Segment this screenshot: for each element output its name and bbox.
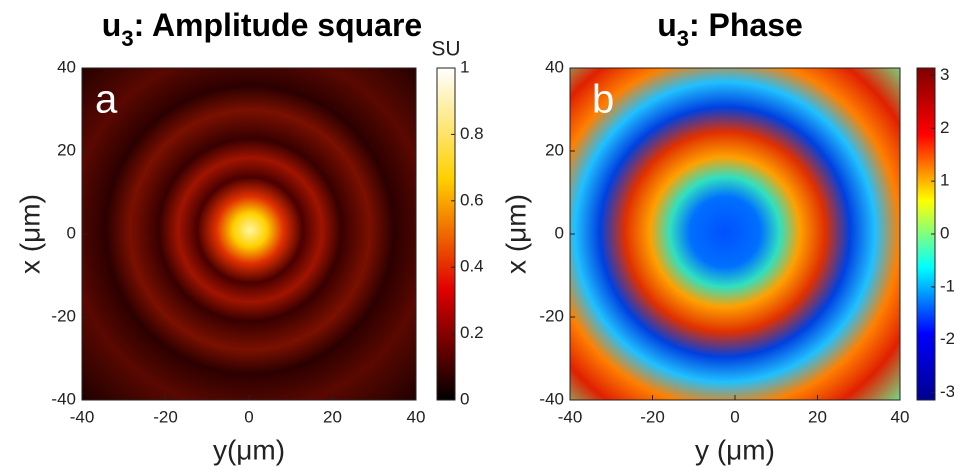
title-subscript: 3 bbox=[121, 26, 133, 51]
colorbar-tick-label: -2 bbox=[940, 329, 954, 348]
title-base: u bbox=[657, 7, 677, 43]
x-tick-label: 40 bbox=[891, 407, 910, 426]
colorbar-tick-label: 0.2 bbox=[460, 323, 484, 342]
colorbar-tick-label: 0.6 bbox=[460, 190, 484, 209]
colorbar-label: SU bbox=[431, 38, 460, 61]
colorbar-tick-label: 1 bbox=[940, 171, 949, 190]
y-tick-label: 40 bbox=[545, 57, 564, 76]
y-tick-label: 20 bbox=[545, 140, 564, 159]
y-tick-label: 0 bbox=[555, 223, 564, 242]
y-tick-label: 0 bbox=[67, 223, 76, 242]
x-tick-label: -20 bbox=[640, 407, 665, 426]
y-tick-label: -40 bbox=[539, 389, 564, 408]
y-axis-label: x (μm) bbox=[500, 194, 531, 274]
colorbar-tick-label: -1 bbox=[940, 276, 954, 295]
title-rest: : Amplitude square bbox=[134, 7, 423, 43]
x-tick-label: 20 bbox=[323, 407, 342, 426]
y-tick-label: -20 bbox=[51, 306, 76, 325]
colorbar-tick-label: 0.8 bbox=[460, 124, 484, 143]
y-tick-label: 40 bbox=[57, 57, 76, 76]
panel-label: a bbox=[95, 78, 118, 122]
x-tick-label: 0 bbox=[730, 407, 739, 426]
x-tick-label: 0 bbox=[244, 407, 253, 426]
panel-label: b bbox=[592, 78, 614, 122]
x-tick-label: -20 bbox=[153, 407, 178, 426]
chart-title: u3: Phase bbox=[657, 7, 803, 50]
y-tick-label: -20 bbox=[539, 306, 564, 325]
x-tick-label: -40 bbox=[70, 407, 95, 426]
colorbar-tick-label: 1 bbox=[460, 57, 469, 76]
y-tick-label: -40 bbox=[51, 389, 76, 408]
colorbar-tick-label: 0 bbox=[940, 223, 949, 242]
x-tick-label: 40 bbox=[407, 407, 426, 426]
colorbar-tick-label: -3 bbox=[940, 382, 954, 401]
y-tick-label: 20 bbox=[57, 140, 76, 159]
y-axis-label: x (μm) bbox=[14, 194, 45, 274]
title-subscript: 3 bbox=[677, 26, 689, 51]
title-base: u bbox=[102, 7, 122, 43]
colorbar-tick-label: 2 bbox=[940, 118, 949, 137]
title-rest: : Phase bbox=[689, 7, 803, 43]
colorbar-tick-label: 0.4 bbox=[460, 257, 484, 276]
x-axis-label: y(μm) bbox=[213, 434, 285, 465]
chart-title: u3: Amplitude square bbox=[102, 7, 422, 50]
heatmap-image bbox=[82, 68, 416, 400]
colorbar-tick-label: 0 bbox=[460, 389, 469, 408]
x-tick-label: 20 bbox=[808, 407, 827, 426]
colorbar bbox=[436, 67, 456, 401]
x-tick-label: -40 bbox=[558, 407, 583, 426]
x-axis-label: y (μm) bbox=[695, 434, 775, 465]
colorbar-tick-label: 3 bbox=[940, 65, 949, 84]
heatmap-image bbox=[570, 68, 900, 400]
